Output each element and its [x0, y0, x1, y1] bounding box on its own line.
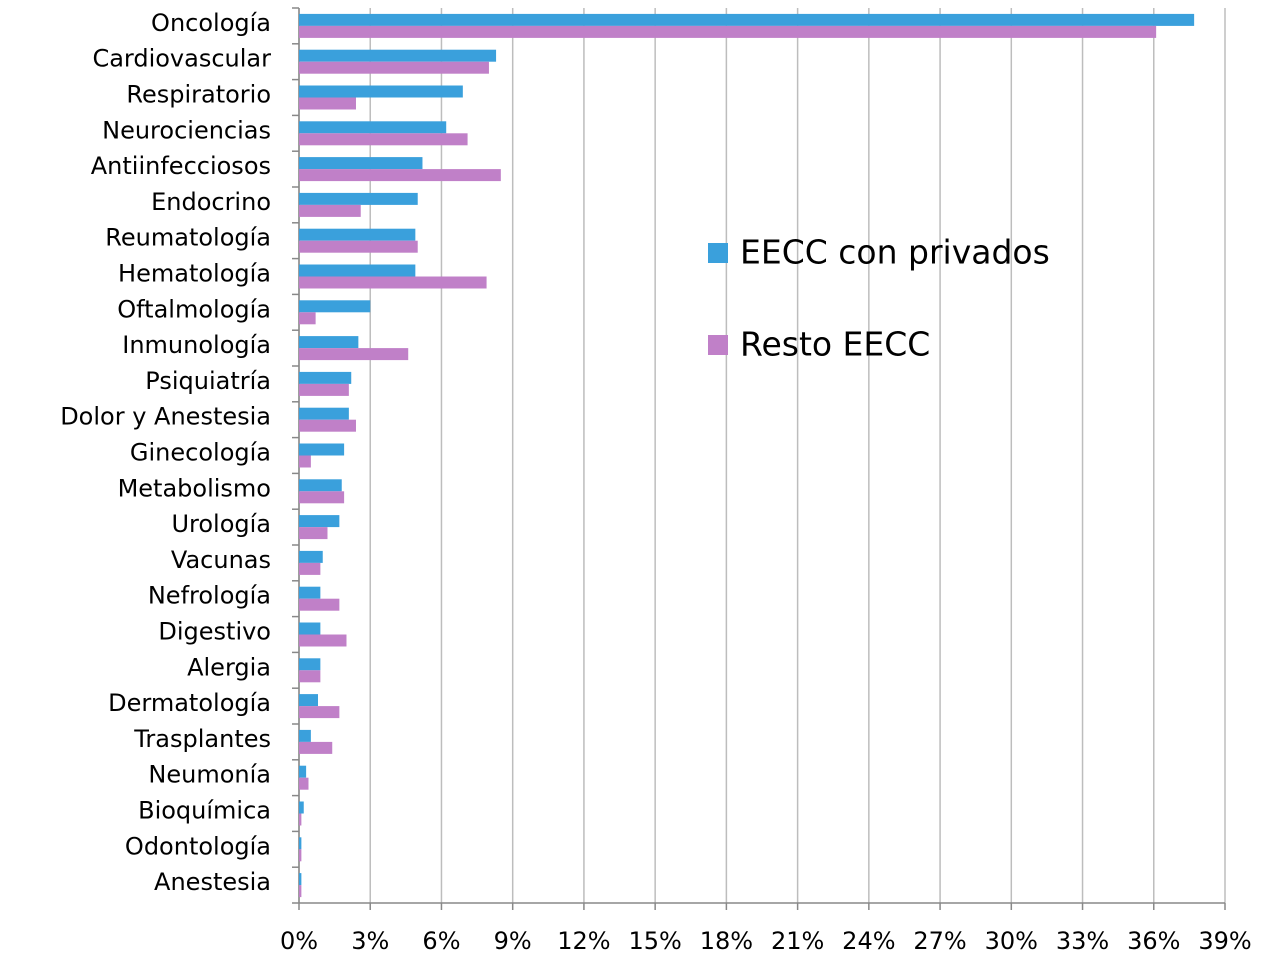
x-tick-label: 30% — [985, 927, 1038, 955]
bar — [299, 455, 311, 468]
y-tick-label: Respiratorio — [126, 81, 271, 109]
bar — [299, 348, 409, 361]
x-tick-label: 18% — [700, 927, 753, 955]
y-tick-label: Endocrino — [151, 188, 271, 216]
bar — [299, 121, 447, 134]
y-tick-label: Alergia — [187, 653, 271, 681]
bar — [299, 383, 349, 396]
bar — [299, 622, 321, 635]
bar — [299, 85, 463, 98]
bar — [299, 192, 418, 205]
x-tick-label: 27% — [913, 927, 966, 955]
x-tick-label: 0% — [280, 927, 318, 955]
y-tick-label: Neurociencias — [102, 116, 271, 144]
bar — [299, 157, 423, 170]
bar — [299, 204, 361, 217]
y-tick-label: Hematología — [118, 260, 271, 288]
bar — [299, 25, 1157, 38]
bar — [299, 443, 345, 456]
bar — [299, 550, 323, 563]
bar — [299, 658, 321, 671]
y-tick-label: Oftalmología — [117, 295, 271, 323]
legend-label: Resto EECC — [740, 325, 930, 364]
bar — [299, 813, 302, 826]
bar — [299, 264, 416, 277]
bar — [299, 240, 418, 253]
bar — [299, 49, 497, 62]
bar — [299, 312, 316, 325]
x-tick-label: 33% — [1056, 927, 1109, 955]
bar — [299, 407, 349, 420]
x-tick-label: 15% — [628, 927, 681, 955]
y-tick-label: Digestivo — [158, 618, 271, 646]
bar — [299, 694, 318, 707]
bar — [299, 276, 487, 289]
bar — [299, 491, 345, 504]
y-tick-label: Vacunas — [171, 546, 271, 574]
y-tick-label: Antiinfecciosos — [91, 152, 271, 180]
x-tick-label: 36% — [1127, 927, 1180, 955]
y-tick-label: Odontología — [125, 832, 271, 860]
legend-swatch — [708, 335, 728, 355]
bar — [299, 336, 359, 349]
y-tick-label: Metabolismo — [118, 474, 271, 502]
bar — [299, 228, 416, 241]
y-tick-label: Urología — [171, 510, 271, 538]
bar — [299, 419, 356, 432]
x-tick-label: 12% — [557, 927, 610, 955]
legend-swatch — [708, 243, 728, 263]
bar — [299, 61, 489, 74]
y-tick-label: Reumatología — [105, 224, 271, 252]
bar — [299, 562, 321, 575]
bar — [299, 777, 309, 790]
y-tick-label: Oncología — [151, 9, 271, 37]
legend-label: EECC con privados — [740, 233, 1050, 272]
bar — [299, 873, 302, 886]
y-tick-label: Inmunología — [122, 331, 271, 359]
bar — [299, 741, 333, 754]
x-tick-label: 24% — [842, 927, 895, 955]
bar — [299, 801, 304, 814]
y-tick-label: Dermatología — [108, 689, 271, 717]
y-tick-label: Ginecología — [130, 439, 271, 467]
y-tick-label: Anestesia — [154, 868, 271, 896]
bar — [299, 765, 307, 778]
y-tick-label: Dolor y Anestesia — [60, 403, 271, 431]
x-tick-label: 9% — [494, 927, 532, 955]
bar — [299, 479, 342, 492]
x-tick-label: 39% — [1198, 927, 1251, 955]
bar — [299, 885, 302, 898]
bar — [299, 13, 1195, 26]
bar — [299, 706, 340, 719]
bar — [299, 169, 501, 182]
bar — [299, 837, 302, 850]
bar — [299, 849, 302, 862]
bar — [299, 371, 352, 384]
bar — [299, 515, 340, 528]
bar — [299, 527, 328, 540]
x-tick-label: 3% — [351, 927, 389, 955]
bar — [299, 133, 468, 146]
bar — [299, 586, 321, 599]
x-tick-label: 6% — [422, 927, 460, 955]
bar — [299, 670, 321, 683]
bar — [299, 634, 347, 647]
bar — [299, 97, 356, 110]
bar — [299, 300, 371, 313]
y-tick-label: Psiquiatría — [145, 367, 271, 395]
y-tick-label: Bioquímica — [138, 797, 271, 825]
y-tick-label: Cardiovascular — [92, 45, 271, 73]
x-tick-label: 21% — [771, 927, 824, 955]
y-tick-label: Nefrología — [148, 582, 271, 610]
bar — [299, 729, 311, 742]
y-tick-label: Neumonía — [148, 761, 271, 789]
y-tick-label: Trasplantes — [133, 725, 271, 753]
bar — [299, 598, 340, 611]
